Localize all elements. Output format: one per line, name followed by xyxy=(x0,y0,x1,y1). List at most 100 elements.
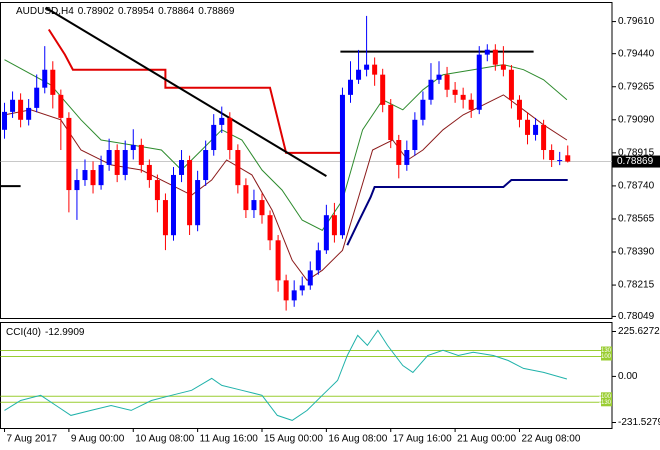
candle-body xyxy=(154,180,160,201)
cci-line xyxy=(4,329,568,421)
cci-last: -12.9909 xyxy=(45,327,85,338)
candle-body xyxy=(331,215,337,236)
candle-body xyxy=(500,64,506,70)
candle-body xyxy=(516,99,522,120)
candle-body xyxy=(74,180,80,191)
level-label: 130 xyxy=(601,348,612,354)
last-close: 0.78869 xyxy=(198,6,235,17)
candle-body xyxy=(203,150,209,181)
symbol: AUDUSD,H4 xyxy=(16,6,74,17)
candle-body xyxy=(452,89,458,95)
x-tick-label: 10 Aug 08:00 xyxy=(135,434,194,445)
candle-body xyxy=(98,164,104,186)
candle-body xyxy=(468,99,474,110)
y-tick-label: 0.79610 xyxy=(618,16,655,27)
x-tick-label: 17 Aug 16:00 xyxy=(393,434,452,445)
candle-body xyxy=(162,200,168,236)
candle-body xyxy=(404,150,410,165)
candle-body xyxy=(130,144,136,151)
candle-body xyxy=(364,64,370,70)
candle-body xyxy=(307,270,313,286)
level-label-box xyxy=(601,392,612,401)
candle-body xyxy=(476,54,482,110)
x-tick-label: 22 Aug 08:00 xyxy=(521,434,580,445)
candle-body xyxy=(484,49,490,55)
candle-body xyxy=(508,69,514,100)
candle-body xyxy=(195,180,201,226)
x-tick-label: 15 Aug 00:00 xyxy=(264,434,323,445)
candle-body xyxy=(235,150,241,186)
candle-body xyxy=(219,117,225,125)
candle-body xyxy=(396,140,402,165)
candle-body xyxy=(436,74,442,80)
candle-body xyxy=(170,174,176,236)
last-price-label: 0.78869 xyxy=(617,156,654,167)
candle-body xyxy=(275,240,281,281)
y-tick-label: 0.79440 xyxy=(618,48,655,59)
cci-pane xyxy=(0,322,613,429)
candle-body xyxy=(50,69,56,95)
indicator-line xyxy=(45,6,327,177)
candle-body xyxy=(444,74,450,90)
candle-body xyxy=(412,119,418,151)
candle-body xyxy=(106,150,112,165)
indicator-line xyxy=(47,28,343,154)
chart-title: AUDUSD,H4 0.78902 0.78954 0.78864 0.78869 xyxy=(16,6,235,17)
candle-body xyxy=(267,215,273,241)
candle-body xyxy=(380,74,386,105)
candle-body xyxy=(549,150,555,161)
candle-body xyxy=(227,117,233,151)
candle-body xyxy=(565,155,571,162)
y-tick-label: 225.6272 xyxy=(618,326,660,337)
candle-body xyxy=(114,150,120,175)
candle-body xyxy=(533,124,539,135)
candle-body xyxy=(372,64,378,75)
candle-body xyxy=(26,107,32,120)
candle-body xyxy=(460,94,466,100)
candle-body xyxy=(42,69,48,88)
candle-body xyxy=(291,290,297,301)
last-high: 0.78954 xyxy=(118,6,155,17)
level-label-box xyxy=(601,352,612,361)
candle-body xyxy=(525,119,531,135)
candle-body xyxy=(10,99,16,112)
candle-body xyxy=(187,160,193,226)
cci-title: CCI(40) -12.9909 xyxy=(6,327,85,338)
y-tick-label: 0.00 xyxy=(618,371,638,382)
candle-body xyxy=(339,94,345,236)
last-price-box xyxy=(612,155,660,168)
candle-body xyxy=(299,285,305,291)
last-low: 0.78864 xyxy=(158,6,195,17)
cci-name: CCI(40) xyxy=(6,327,41,338)
y-tick-label: 0.78049 xyxy=(618,311,655,322)
level-label: -130 xyxy=(599,400,612,406)
level-label-box xyxy=(601,346,612,355)
y-tick-label: 0.78740 xyxy=(618,181,655,192)
candle-body xyxy=(211,124,217,151)
x-tick-label: 21 Aug 00:00 xyxy=(457,434,516,445)
candle-body xyxy=(259,200,265,216)
candle-body xyxy=(251,200,257,211)
x-tick-label: 7 Aug 2017 xyxy=(7,434,58,445)
candle-body xyxy=(146,164,152,181)
candle-body xyxy=(388,104,394,141)
y-tick-label: -231.5279 xyxy=(618,417,660,428)
candle-body xyxy=(428,79,434,100)
candle-body xyxy=(58,94,64,118)
candle-body xyxy=(90,170,96,186)
candle-body xyxy=(348,79,354,95)
candle-body xyxy=(541,124,547,151)
candle-body xyxy=(66,117,72,191)
last-open: 0.78902 xyxy=(78,6,115,17)
y-tick-label: 0.79090 xyxy=(618,114,655,125)
level-label: 100 xyxy=(601,354,612,360)
x-tick-label: 9 Aug 00:00 xyxy=(71,434,125,445)
indicator-line xyxy=(4,59,568,231)
candle-body xyxy=(138,144,144,165)
candle-body xyxy=(34,87,40,108)
level-label-box xyxy=(601,398,612,407)
candle-body xyxy=(18,99,24,120)
candle-body xyxy=(179,160,185,175)
candle-body xyxy=(420,99,426,120)
